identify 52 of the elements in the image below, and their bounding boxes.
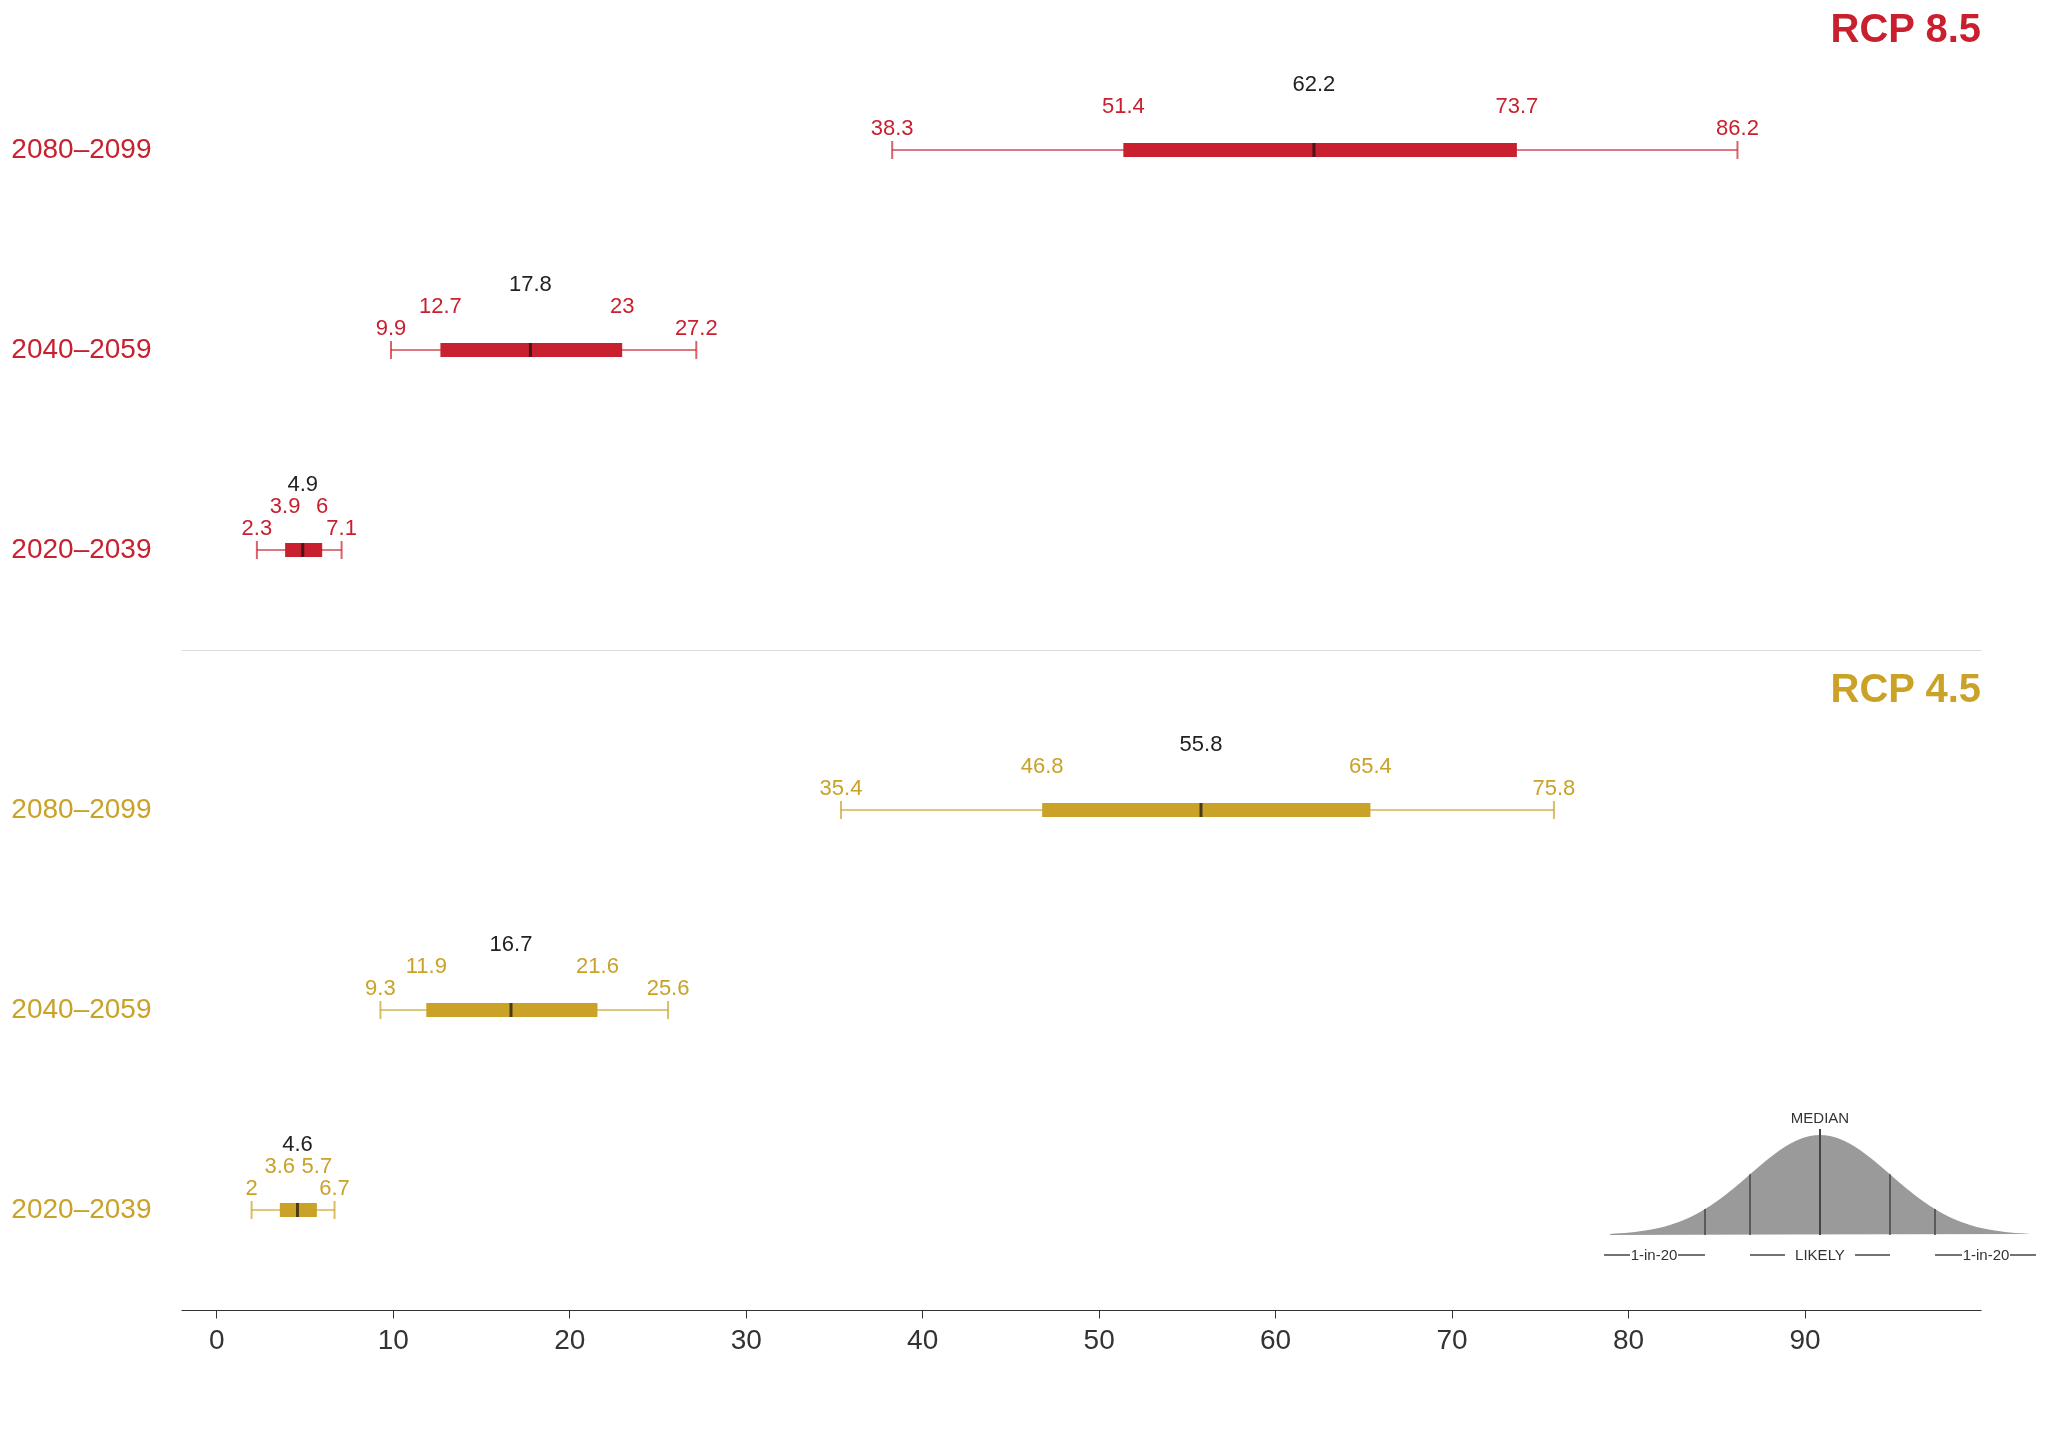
annotation: 4.9 xyxy=(287,471,319,496)
annotation: 2 xyxy=(245,1175,258,1200)
annotation: 73.7 xyxy=(1495,93,1539,118)
x-tick-label: 50 xyxy=(1083,1323,1115,1355)
annotation: 12.7 xyxy=(419,293,462,318)
chart-title: RCP 4.5 xyxy=(1830,666,1981,710)
x-tick-label: 0 xyxy=(209,1323,225,1355)
annotation: 25.6 xyxy=(646,975,690,1000)
y-tick-label: 2020–2039 xyxy=(11,1193,152,1224)
x-tick-label: 30 xyxy=(730,1323,762,1355)
annotation: 21.6 xyxy=(576,953,619,978)
annotation: 6.7 xyxy=(319,1175,350,1200)
annotation: 23 xyxy=(609,293,635,318)
annotation: 1-in-20 xyxy=(1630,1246,1678,1263)
x-tick-label: 70 xyxy=(1436,1323,1468,1355)
annotation: 11.9 xyxy=(405,953,447,978)
annotation: 3.9 xyxy=(269,493,301,518)
annotation: 6 xyxy=(316,493,329,518)
annotation: 1-in-20 xyxy=(1962,1246,2010,1263)
annotation: 2.3 xyxy=(241,515,273,540)
annotation: 5.7 xyxy=(301,1153,333,1178)
annotation: 9.3 xyxy=(365,975,396,1000)
x-tick-label: 90 xyxy=(1789,1323,1821,1355)
annotation: 55.8 xyxy=(1179,731,1223,756)
x-tick-label: 60 xyxy=(1260,1323,1292,1355)
x-tick-label: 80 xyxy=(1612,1323,1645,1355)
annotation: 7.1 xyxy=(326,515,357,540)
y-tick-label: 2020–2039 xyxy=(11,533,152,564)
annotation: 3.6 xyxy=(264,1153,296,1178)
chart-title: RCP 8.5 xyxy=(1830,6,1981,50)
annotation: 9.9 xyxy=(375,315,407,340)
y-tick-label: 2040–2059 xyxy=(11,333,152,364)
x-tick-label: 20 xyxy=(554,1323,586,1355)
annotation: 35.4 xyxy=(819,775,863,800)
x-tick-label: 10 xyxy=(377,1323,409,1355)
annotation: 75.8 xyxy=(1532,775,1576,800)
annotation: 27.2 xyxy=(674,315,718,340)
annotation: 62.2 xyxy=(1292,71,1336,96)
annotation: 46.8 xyxy=(1020,753,1064,778)
annotation: 17.8 xyxy=(509,271,552,296)
annotation: LIKELY xyxy=(1795,1246,1845,1263)
annotation: 65.4 xyxy=(1349,753,1392,778)
y-tick-label: 2080–2099 xyxy=(11,133,152,164)
annotation: 86.2 xyxy=(1716,115,1759,140)
annotation: 4.6 xyxy=(282,1131,313,1156)
y-tick-label: 2080–2099 xyxy=(11,793,152,824)
annotation: 16.7 xyxy=(489,931,533,956)
annotation: 51.4 xyxy=(1101,93,1145,118)
annotation: 38.3 xyxy=(870,115,914,140)
y-tick-label: 2040–2059 xyxy=(11,993,152,1024)
x-tick-label: 40 xyxy=(907,1323,939,1355)
annotation: MEDIAN xyxy=(1790,1109,1850,1126)
